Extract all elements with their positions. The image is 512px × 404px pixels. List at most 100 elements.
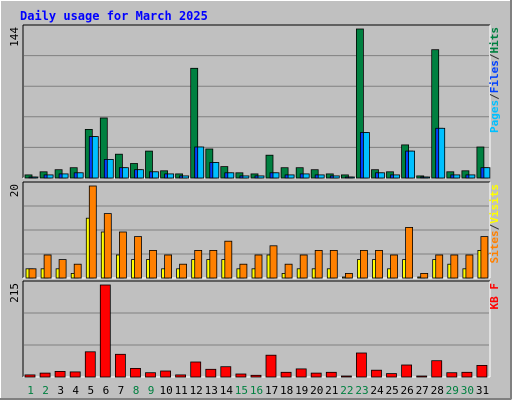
x-tick-label-day-6: 6 <box>103 384 110 397</box>
bar-hits-day-23 <box>355 28 364 179</box>
bar-sites-day-4 <box>73 263 82 279</box>
bar-pages-day-30 <box>468 174 476 179</box>
x-tick-label-day-7: 7 <box>118 384 125 397</box>
bar-pages-day-2 <box>46 174 54 179</box>
bar-pages-day-10 <box>167 173 175 179</box>
bar-sites-day-19 <box>299 254 308 279</box>
x-tick-label-day-25: 25 <box>385 384 398 397</box>
bar-pages-day-3 <box>61 173 69 179</box>
x-tick-label-day-4: 4 <box>72 384 79 397</box>
bar-hits-day-12 <box>190 67 199 179</box>
x-tick-label-day-31: 31 <box>476 384 489 397</box>
x-tick-label-day-10: 10 <box>159 384 172 397</box>
x-axis-labels: 1 2 3 4 5 6 7 8 9 10 11 12 13 14 15 16 17 18 19 20 21 22 23 24 2… <box>27 384 489 397</box>
x-tick-label-day-21: 21 <box>325 384 338 397</box>
chart-title: Daily usage for March 2025 <box>20 9 208 23</box>
bar-hits-day-22 <box>340 174 349 179</box>
bar-sites-day-16 <box>254 254 263 279</box>
bar-pages-day-29 <box>453 174 461 179</box>
x-tick-label-day-27: 27 <box>416 384 429 397</box>
bar-kb-f-day-4 <box>69 371 81 378</box>
bar-kb-f-day-1 <box>24 374 36 378</box>
bar-hits-day-9 <box>145 150 153 179</box>
bar-kb-f-day-21 <box>325 371 337 378</box>
panel-kbytes: 215 KB F <box>8 280 501 378</box>
bar-sites-day-20 <box>314 249 323 279</box>
bar-kb-f-day-7 <box>115 353 126 378</box>
bar-kb-f-day-13 <box>205 368 217 378</box>
chart-panels: 144 Pages/Files/Hits 20 Sites / Visits 215 KB F <box>8 24 501 378</box>
y-max-label: 20 <box>8 184 21 197</box>
legend-part: Visits <box>488 184 501 224</box>
bar-kb-f-day-29 <box>446 372 458 378</box>
legend-part: / <box>488 93 501 100</box>
bar-pages-day-14 <box>227 172 235 179</box>
x-tick-label-day-23: 23 <box>355 384 368 397</box>
bar-pages-day-18 <box>287 174 295 179</box>
bar-kb-f-day-3 <box>54 370 66 378</box>
series-legend-label: Pages/Files/Hits <box>488 27 501 133</box>
bar-sites-day-1 <box>28 268 37 279</box>
bar-kb-f-day-10 <box>160 370 172 378</box>
bar-hits-day-19 <box>295 167 304 179</box>
bar-kb-f-day-26 <box>401 364 413 378</box>
x-tick-label-day-18: 18 <box>280 384 293 397</box>
bar-kb-f-day-16 <box>250 374 262 378</box>
bar-pages-day-9 <box>152 171 159 179</box>
bar-sites-day-8 <box>134 236 142 279</box>
bar-kb-f-day-30 <box>461 371 473 378</box>
bar-sites-day-7 <box>119 231 127 279</box>
bar-sites-day-24 <box>375 249 383 279</box>
bar-pages-day-24 <box>378 172 385 179</box>
bar-hits-day-28 <box>431 49 440 179</box>
bar-kb-f-day-11 <box>175 374 187 378</box>
bar-pages-day-19 <box>302 173 310 179</box>
bar-sites-day-30 <box>465 254 474 279</box>
x-tick-label-day-17: 17 <box>265 384 278 397</box>
x-tick-label-day-1: 1 <box>27 384 34 397</box>
legend-part: Hits <box>488 27 501 54</box>
y-max-label: 144 <box>8 27 21 47</box>
bar-hits-day-20 <box>310 169 319 179</box>
bar-kb-f-day-6 <box>99 284 111 378</box>
bar-pages-day-13 <box>212 162 220 179</box>
bar-pages-day-25 <box>393 174 400 179</box>
x-tick-label-day-15: 15 <box>235 384 248 397</box>
series-hits <box>24 28 485 179</box>
bar-pages-day-12 <box>197 146 205 179</box>
bar-sites-day-27 <box>420 272 429 279</box>
bar-sites-day-26 <box>405 226 414 279</box>
x-tick-label-day-2: 2 <box>42 384 49 397</box>
bar-kb-f-day-27 <box>416 375 428 378</box>
legend-part: Pages <box>488 100 501 133</box>
legend-part: Sites <box>488 230 501 263</box>
bar-kb-f-day-25 <box>386 373 397 378</box>
bar-sites-day-9 <box>149 249 157 279</box>
bar-sites-day-25 <box>390 254 398 279</box>
legend-part: / <box>488 53 501 60</box>
bar-kb-f-day-20 <box>310 372 322 378</box>
bar-sites-day-23 <box>359 249 368 279</box>
bar-kb-f-day-22 <box>340 375 352 378</box>
bar-hits-day-14 <box>220 166 229 179</box>
bar-pages-day-28 <box>438 127 446 179</box>
bar-pages-day-21 <box>332 175 340 179</box>
bar-sites-day-22 <box>344 272 353 279</box>
x-tick-label-day-5: 5 <box>87 384 94 397</box>
bar-hits-day-1 <box>24 174 33 179</box>
bar-sites-day-10 <box>164 254 173 279</box>
bar-hits-day-31 <box>476 146 485 179</box>
bar-kb-f-day-12 <box>190 361 202 378</box>
bar-kb-f-day-2 <box>39 372 51 378</box>
bar-kb-f-day-5 <box>84 351 96 378</box>
bar-pages-day-8 <box>137 169 144 179</box>
bar-sites-day-17 <box>269 245 278 279</box>
x-tick-label-day-28: 28 <box>431 384 444 397</box>
x-tick-label-day-20: 20 <box>310 384 323 397</box>
bar-pages-day-31 <box>483 167 491 179</box>
bar-pages-day-20 <box>317 174 325 179</box>
bar-kb-f-day-31 <box>476 364 488 378</box>
bar-pages-day-23 <box>362 132 370 179</box>
bar-kb-f-day-24 <box>371 369 382 378</box>
